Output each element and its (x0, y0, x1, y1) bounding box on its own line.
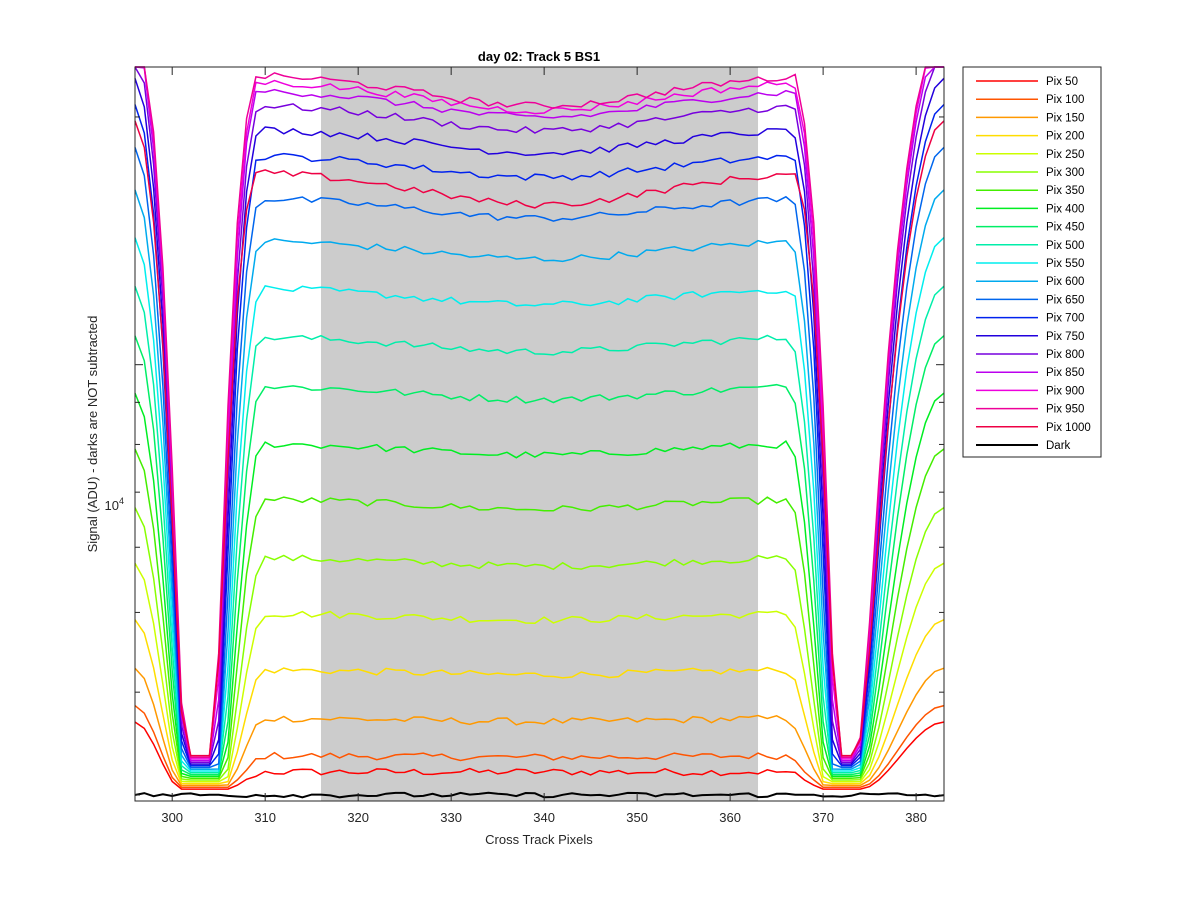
legend-label: Pix 550 (1046, 258, 1084, 270)
x-tick-label: 300 (161, 810, 183, 825)
legend: Pix 50 Pix 100 Pix 150 Pix 200 Pix 250 Pix 30… (962, 66, 1102, 458)
x-tick-label: 360 (719, 810, 741, 825)
legend-label: Pix 950 (1046, 404, 1084, 416)
series-line-pix-800 (134, 66, 944, 764)
tick-layer: 300 310 320 330 340 350 360 370 380 (135, 67, 944, 825)
series-line-dark (134, 791, 945, 799)
legend-label: Dark (1046, 440, 1071, 452)
legend-label: Pix 700 (1046, 313, 1084, 325)
series-line-pix-850 (134, 66, 944, 762)
x-tick-label: 370 (812, 810, 834, 825)
legend-label: Pix 750 (1046, 331, 1084, 343)
x-tick-label: 380 (905, 810, 927, 825)
legend-label: Pix 250 (1046, 149, 1084, 161)
shaded-region (320, 67, 759, 801)
legend-label: Pix 350 (1046, 185, 1084, 197)
legend-label: Pix 850 (1046, 367, 1084, 379)
legend-label: Pix 900 (1046, 385, 1084, 397)
series-line-pix-100 (134, 704, 945, 788)
legend-label: Pix 50 (1046, 76, 1078, 88)
legend-label: Pix 800 (1046, 349, 1084, 361)
series-line-pix-650 (134, 146, 945, 769)
legend-label: Pix 100 (1046, 94, 1084, 106)
series-line-pix-450 (134, 335, 945, 776)
x-tick-label: 320 (347, 810, 369, 825)
series-line-pix-550 (134, 237, 945, 772)
legend-label: Pix 200 (1046, 131, 1084, 143)
series-line-pix-900 (135, 66, 944, 760)
series-line-pix-300 (134, 506, 945, 781)
chart-title: day 02: Track 5 BS1 (478, 49, 600, 64)
y-tick-base: 10 (105, 498, 119, 513)
x-tick-label: 340 (533, 810, 555, 825)
series-line-pix-700 (134, 103, 945, 767)
svg-text:104: 104 (105, 496, 124, 513)
series-line-pix-1000 (134, 120, 945, 757)
y-tick-exponent: 4 (119, 496, 124, 506)
series-line-pix-200 (134, 619, 945, 785)
x-tick-label: 330 (440, 810, 462, 825)
x-tick-label: 310 (254, 810, 276, 825)
series-line-pix-50 (134, 721, 945, 790)
legend-label: Pix 450 (1046, 222, 1084, 234)
series-line-pix-150 (134, 667, 945, 787)
legend-label: Pix 1000 (1046, 422, 1091, 434)
series-line-pix-950 (135, 66, 944, 758)
legend-label: Pix 400 (1046, 203, 1084, 215)
legend-label: Pix 500 (1046, 240, 1084, 252)
legend-label: Pix 150 (1046, 112, 1084, 124)
plot-frame (134, 66, 945, 802)
x-axis-label: Cross Track Pixels (485, 832, 593, 847)
series-line-pix-400 (134, 392, 945, 778)
series-line-pix-350 (134, 448, 945, 779)
series-layer (134, 66, 945, 799)
legend-label: Pix 600 (1046, 276, 1084, 288)
legend-box (962, 66, 1102, 458)
series-line-pix-600 (134, 189, 945, 771)
series-line-pix-250 (134, 562, 945, 783)
y-tick-label: 104 (105, 496, 124, 513)
x-tick-label: 350 (626, 810, 648, 825)
series-line-pix-500 (134, 285, 945, 774)
legend-label: Pix 650 (1046, 294, 1084, 306)
y-axis-label: Signal (ADU) - darks are NOT subtracted (85, 316, 100, 553)
legend-label: Pix 300 (1046, 167, 1084, 179)
